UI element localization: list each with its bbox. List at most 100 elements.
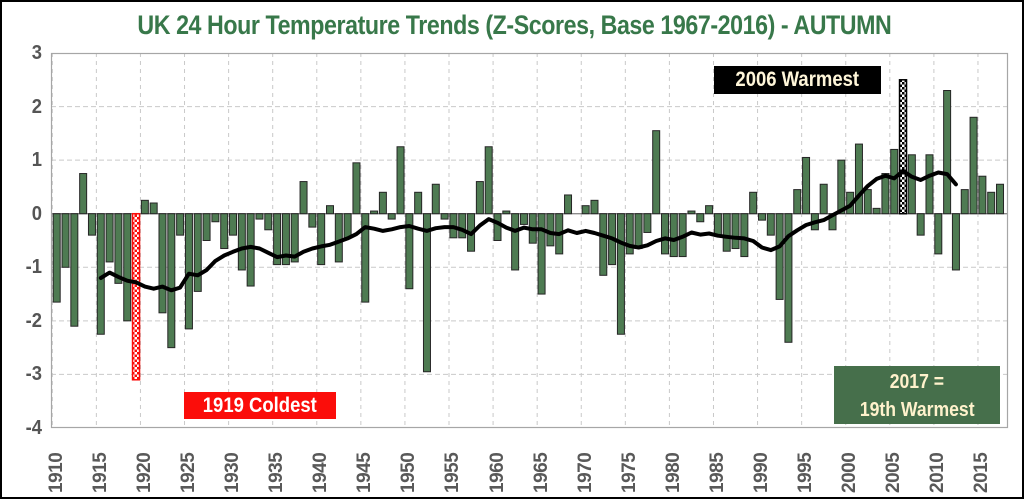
bar-1989 [749, 191, 758, 215]
bar-2005 [890, 148, 899, 215]
y-axis-label-0: 0 [31, 202, 42, 225]
x-axis-label-1995: 1995 [795, 452, 817, 493]
x-axis-label-2005: 2005 [883, 452, 905, 493]
y-axis-label--4: -4 [25, 417, 42, 439]
bar-1911 [61, 213, 70, 268]
bar-1940 [317, 213, 326, 266]
moving-average-line [98, 168, 958, 293]
bar-2015 [978, 175, 987, 215]
x-axis-label-1920: 1920 [133, 452, 155, 493]
bar-1980 [669, 213, 678, 258]
bar-1946 [370, 210, 379, 215]
bar-1963 [519, 213, 528, 225]
bar-1965 [537, 213, 546, 295]
bar-1942 [334, 213, 343, 263]
x-axis-label-1990: 1990 [750, 452, 772, 493]
bar-2011 [943, 90, 952, 215]
bar-1956 [458, 213, 467, 239]
bar-1914 [87, 213, 96, 236]
bar-1913 [79, 173, 88, 215]
bar-1978 [652, 130, 661, 215]
bar-1941 [325, 205, 334, 215]
bar-1974 [616, 213, 625, 335]
bar-1962 [511, 213, 520, 271]
annotation-2017-line2: 19th Warmest [859, 399, 975, 421]
bar-1961 [502, 210, 511, 215]
bar-1952 [422, 213, 431, 373]
y-axis-label--3: -3 [25, 363, 42, 386]
x-axis-label-2010: 2010 [927, 452, 949, 493]
bar-1985 [713, 213, 722, 236]
x-axis-label-1980: 1980 [662, 452, 684, 493]
bar-1912 [70, 213, 79, 327]
bar-2007 [907, 154, 916, 215]
bar-1950 [405, 213, 414, 290]
bar-1990 [757, 213, 766, 221]
bar-1936 [281, 213, 290, 266]
bar-1959 [484, 146, 493, 215]
bar-2016 [987, 191, 996, 215]
y-axis-label--1: -1 [25, 256, 42, 279]
bar-1920 [140, 199, 149, 215]
bar-1924 [176, 213, 185, 236]
bar-1945 [361, 213, 370, 303]
bar-1954 [440, 213, 449, 220]
bar-1971 [590, 199, 599, 215]
chart-title: UK 24 Hour Temperature Trends (Z-Scores,… [2, 10, 1022, 46]
bar-1979 [661, 213, 670, 255]
annotation-2006-warmest: 2006 Warmest [714, 66, 881, 94]
bar-1984 [705, 205, 714, 215]
x-axis-label-1930: 1930 [222, 452, 244, 493]
bar-2013 [960, 189, 969, 215]
bar-1921 [149, 202, 158, 215]
x-axis-label-1970: 1970 [574, 452, 596, 493]
bar-2006 [898, 79, 908, 215]
bar-1916 [105, 213, 114, 263]
bar-2004 [881, 173, 890, 215]
bar-1953 [431, 183, 440, 215]
x-axis-label-2015: 2015 [971, 452, 993, 493]
bar-1923 [167, 213, 176, 349]
bar-1917 [114, 213, 123, 284]
bar-2017 [996, 183, 1005, 215]
x-axis-label-1935: 1935 [266, 452, 288, 493]
bar-1925 [184, 213, 193, 330]
bar-1960 [493, 213, 502, 241]
bar-1938 [299, 181, 308, 215]
plot-border [50, 52, 1009, 429]
bar-1999 [837, 159, 846, 215]
bar-1993 [784, 213, 793, 343]
bar-2010 [934, 213, 943, 255]
annotation-2017-line1: 2017 = [889, 371, 945, 393]
bar-1918 [123, 213, 132, 322]
bar-1926 [193, 213, 202, 292]
x-axis-label-1975: 1975 [618, 452, 640, 493]
bar-1919 [131, 212, 141, 381]
bar-1934 [264, 213, 273, 231]
bar-1931 [237, 213, 246, 271]
bar-1932 [246, 213, 255, 287]
bar-1983 [696, 213, 705, 223]
annotation-2006-warmest-text: 2006 Warmest [735, 68, 860, 91]
bar-1988 [740, 213, 749, 258]
x-axis-label-1955: 1955 [442, 452, 464, 493]
y-axis-label-2: 2 [31, 95, 42, 118]
x-axis-label-1985: 1985 [706, 452, 728, 493]
bar-1994 [793, 189, 802, 215]
bar-1991 [766, 213, 775, 236]
bar-1930 [229, 213, 238, 236]
bar-1927 [202, 213, 211, 241]
bar-1947 [378, 191, 387, 215]
bar-1992 [775, 213, 784, 300]
bar-1937 [290, 213, 299, 263]
bar-1933 [255, 213, 264, 220]
bar-1975 [625, 213, 634, 255]
y-axis-label-3: 3 [31, 42, 42, 64]
bar-1987 [731, 213, 740, 250]
bar-1929 [220, 213, 229, 250]
x-axis-label-1960: 1960 [486, 452, 508, 493]
annotation-2017-rank: 2017 = 19th Warmest [834, 366, 1000, 424]
bar-2014 [969, 116, 978, 215]
